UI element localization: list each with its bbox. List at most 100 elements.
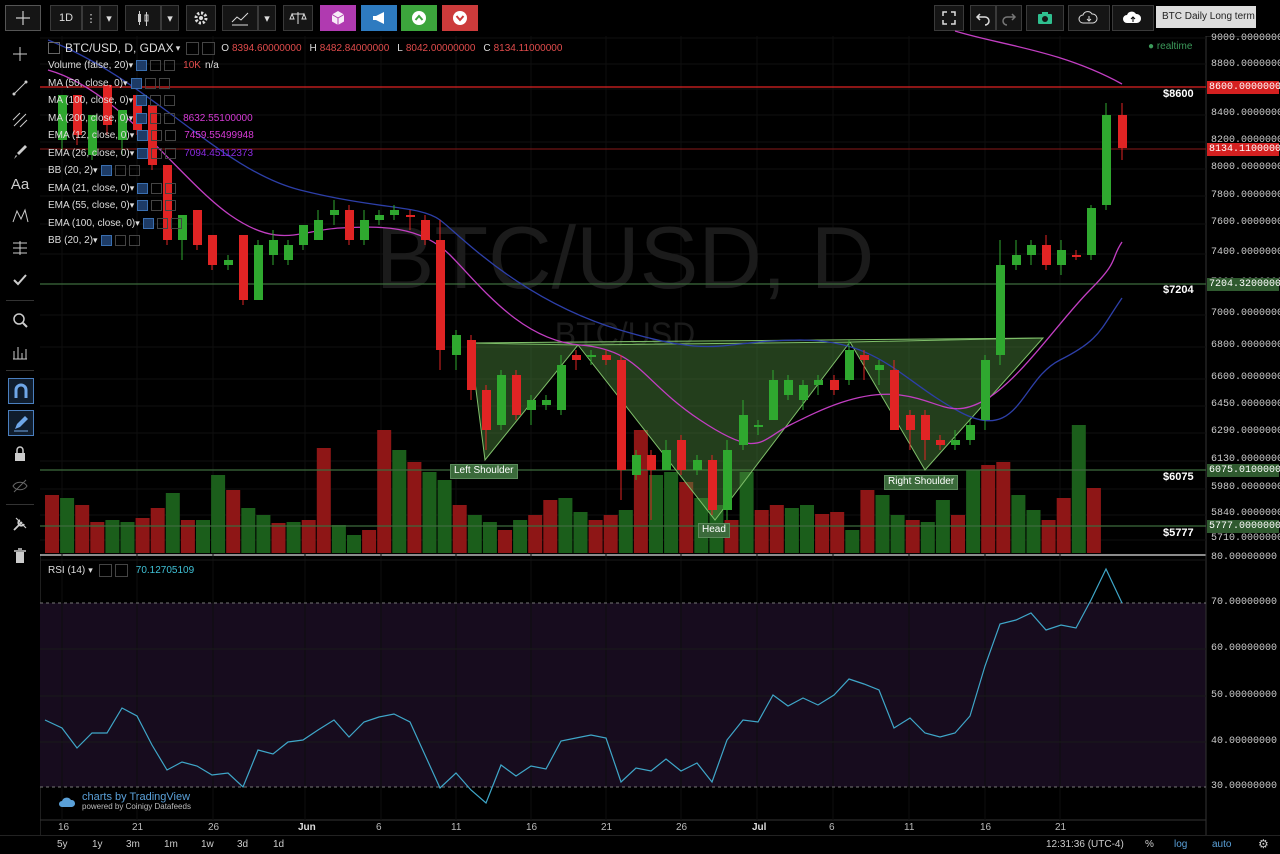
indicator-legend-row[interactable]: Volume (false, 20) ▾ 10K n/a (48, 58, 219, 73)
range-button-1d[interactable]: 1d (273, 839, 285, 850)
buy-button[interactable] (401, 5, 437, 31)
left-shoulder-label[interactable]: Left Shoulder (450, 464, 518, 479)
settings-icon[interactable] (186, 41, 200, 55)
head-label[interactable]: Head (698, 523, 730, 538)
snapshot-button[interactable] (1026, 5, 1064, 31)
chevron-down-icon[interactable]: ▾ (135, 217, 140, 228)
pitchfork-tool[interactable] (8, 108, 32, 132)
stay-in-drawing-tool[interactable] (8, 410, 34, 436)
visibility-icon[interactable] (142, 217, 154, 229)
crosshair-button[interactable] (5, 5, 41, 31)
close-icon[interactable] (170, 217, 182, 229)
chart-type-button[interactable] (125, 5, 161, 31)
indicator-label[interactable]: BB (20, 2) (48, 235, 94, 246)
indicator-legend-row[interactable]: EMA (100, close, 0) ▾ (48, 216, 190, 231)
chevron-down-icon[interactable]: ▾ (93, 235, 98, 245)
coinigy-cube-button[interactable] (320, 5, 356, 31)
chevron-down-icon[interactable]: ▾ (123, 77, 128, 88)
indicator-legend-row[interactable]: EMA (12, close, 0) ▾ 7459.55499948 (48, 128, 254, 143)
settings-icon[interactable] (114, 165, 126, 176)
brush-tool[interactable] (8, 140, 32, 164)
sell-button[interactable] (442, 5, 478, 31)
indicator-label[interactable]: MA (100, close, 0) (48, 95, 129, 106)
measure-tool[interactable] (8, 268, 32, 292)
auto-toggle[interactable]: auto (1212, 839, 1232, 850)
settings-icon[interactable] (114, 563, 128, 577)
indicator-legend-row[interactable]: EMA (26, close, 0) ▾ 7094.45112373 (48, 146, 253, 161)
zoom-tool[interactable] (8, 308, 32, 332)
chevron-down-icon[interactable]: ▾ (93, 165, 98, 175)
close-icon[interactable] (164, 60, 176, 71)
settings-icon[interactable] (98, 563, 112, 577)
settings-icon[interactable] (151, 130, 163, 141)
visibility-icon[interactable] (130, 77, 142, 89)
fib-tool[interactable] (8, 236, 32, 260)
text-tool[interactable]: Aa (8, 172, 32, 196)
log-toggle[interactable]: log (1174, 839, 1188, 850)
settings-icon[interactable] (156, 217, 168, 229)
indicator-legend-row[interactable]: BB (20, 2) ▾ (48, 233, 148, 248)
lock-tool[interactable] (8, 442, 32, 466)
close-icon[interactable] (165, 130, 177, 141)
visibility-icon[interactable] (137, 130, 149, 141)
chevron-down-icon[interactable]: ▾ (128, 60, 134, 70)
close-icon[interactable] (165, 200, 177, 211)
visibility-icon[interactable] (100, 165, 112, 176)
visibility-icon[interactable] (136, 60, 148, 71)
cloud-load-button[interactable] (1068, 5, 1110, 31)
remove-drawings-tool[interactable] (8, 544, 32, 568)
magnet-tool[interactable] (8, 378, 34, 404)
visibility-icon[interactable] (137, 182, 149, 194)
visibility-icon[interactable] (100, 235, 112, 246)
indicator-legend-row[interactable]: BB (20, 2) ▾ (48, 163, 148, 178)
chart-layout-title[interactable]: BTC Daily Long term (1156, 6, 1256, 28)
redo-button[interactable] (996, 5, 1022, 31)
visibility-icon[interactable] (137, 147, 149, 159)
hide-drawings-tool[interactable] (8, 474, 32, 498)
chart-type-dropdown[interactable]: ▾ (161, 5, 179, 31)
fullscreen-button[interactable] (934, 5, 964, 31)
chevron-down-icon[interactable]: ▾ (129, 200, 135, 210)
indicator-label[interactable]: EMA (12, close, 0) (48, 130, 130, 141)
indicator-label[interactable]: BB (20, 2) (48, 165, 94, 176)
settings-icon[interactable] (150, 95, 162, 106)
compare-button[interactable] (283, 5, 313, 31)
settings-icon[interactable] (202, 41, 216, 55)
interval-dropdown[interactable]: ▾ (100, 5, 118, 31)
visibility-icon[interactable] (136, 95, 148, 106)
chevron-down-icon[interactable]: ▾ (129, 130, 135, 140)
trendline-tool[interactable] (8, 76, 32, 100)
range-button-1m[interactable]: 1m (164, 839, 178, 850)
range-button-3m[interactable]: 3m (126, 839, 140, 850)
settings-icon[interactable] (144, 77, 156, 89)
settings-button[interactable] (186, 5, 216, 31)
pattern-tool[interactable] (8, 204, 32, 228)
indicator-legend-row[interactable]: MA (100, close, 0) ▾ (48, 93, 183, 108)
percent-toggle[interactable]: % (1145, 839, 1154, 850)
close-icon[interactable] (165, 147, 177, 159)
indicator-label[interactable]: MA (200, close, 0) (48, 112, 129, 124)
chevron-down-icon[interactable]: ▾ (128, 112, 134, 123)
indicators-dropdown[interactable]: ▾ (258, 5, 276, 31)
range-button-5y[interactable]: 5y (57, 839, 68, 850)
close-icon[interactable] (165, 182, 177, 194)
chevron-down-icon[interactable]: ▾ (129, 182, 135, 193)
right-shoulder-label[interactable]: Right Shoulder (884, 475, 959, 490)
rsi-label[interactable]: RSI (14) (48, 564, 86, 576)
indicator-legend-row[interactable]: EMA (55, close, 0) ▾ (48, 198, 184, 213)
indicator-label[interactable]: EMA (100, close, 0) (48, 217, 136, 229)
settings-icon[interactable] (114, 235, 126, 246)
chevron-down-icon[interactable]: ▾ (88, 564, 93, 575)
close-icon[interactable] (164, 112, 176, 124)
cursor-tool[interactable] (8, 42, 32, 66)
settings-icon[interactable] (150, 60, 162, 71)
close-icon[interactable] (128, 235, 140, 246)
settings-icon[interactable] (151, 200, 163, 211)
indicator-legend-row[interactable]: MA (50, close, 0) ▾ (48, 76, 178, 91)
indicator-legend-row[interactable]: EMA (21, close, 0) ▾ (48, 181, 184, 196)
settings-icon[interactable] (151, 182, 163, 194)
volume-profile-tool[interactable] (8, 340, 32, 364)
clock[interactable]: 12:31:36 (UTC-4) (1046, 839, 1124, 850)
indicator-label[interactable]: Volume (false, 20) (48, 60, 129, 71)
